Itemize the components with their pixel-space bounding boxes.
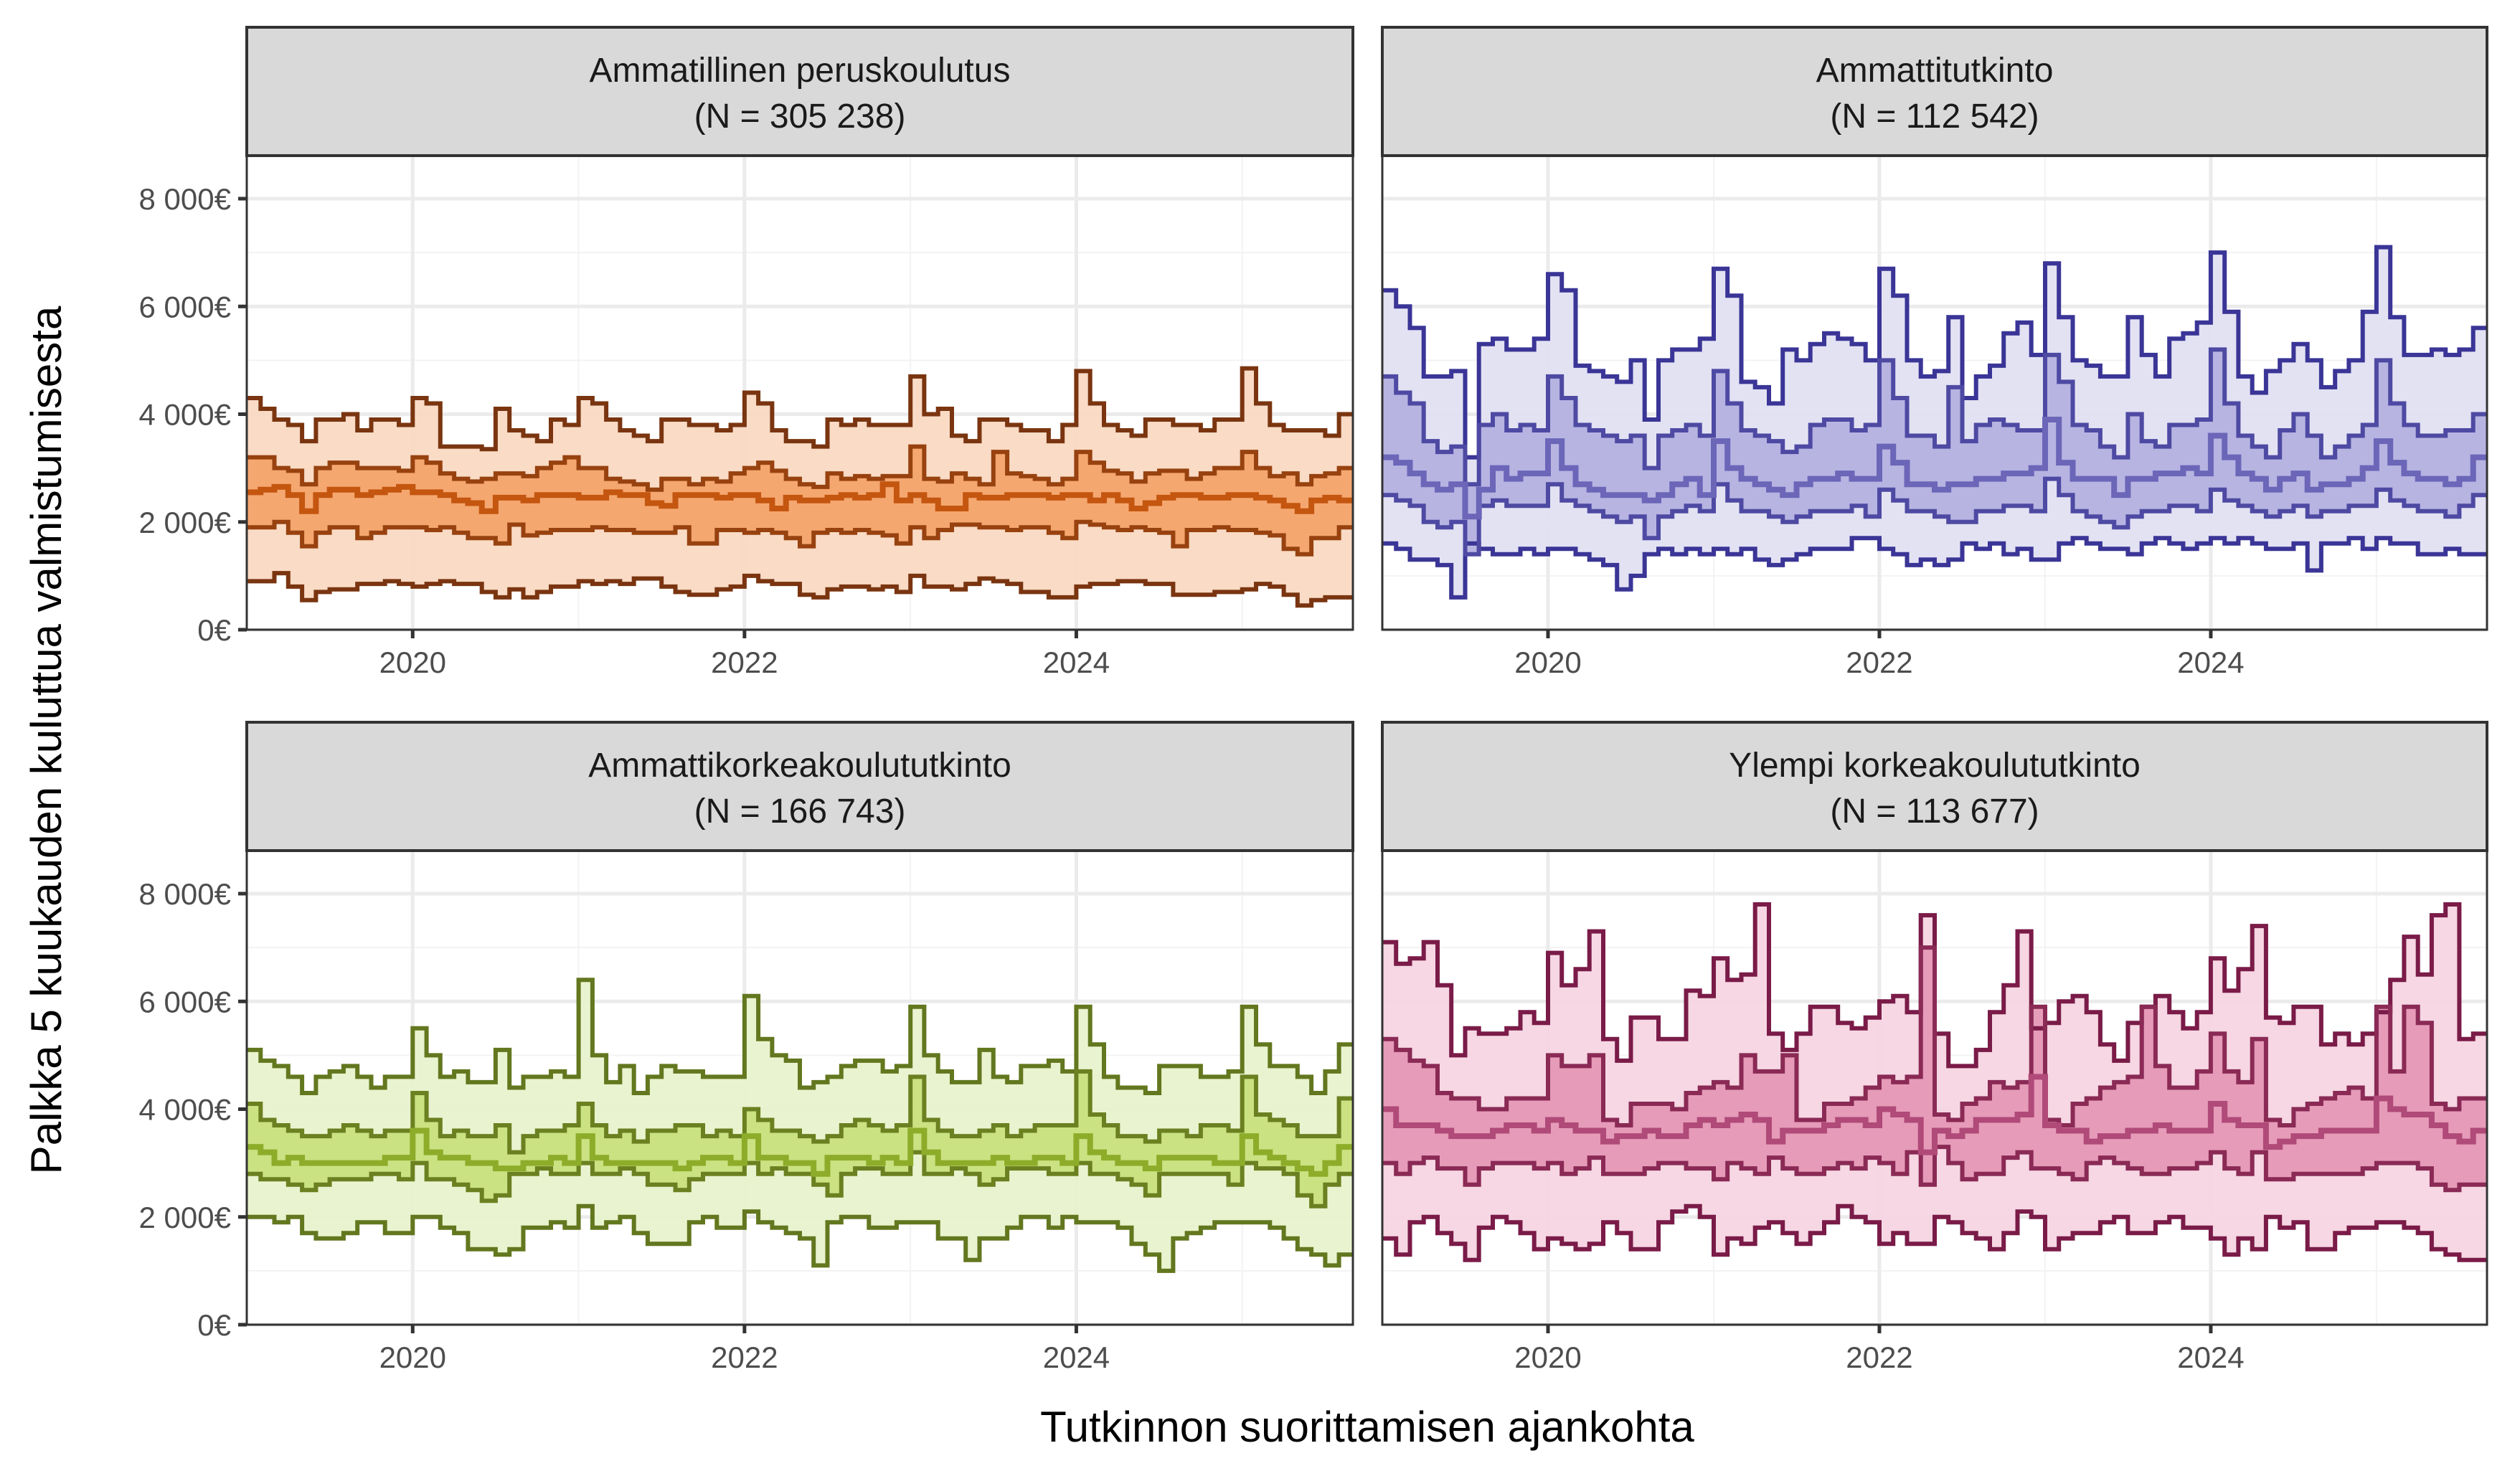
facet-title: Ylempi korkeakoulututkinto — [1729, 747, 2141, 785]
y-tick-label: 4 000€ — [139, 398, 231, 432]
line-p10 — [247, 571, 1353, 608]
facet-title: Ammattitutkinto — [1816, 52, 2054, 90]
y-tick-label: 4 000€ — [139, 1093, 231, 1127]
line-p25 — [1382, 476, 2487, 557]
facet-panel: Ammatillinen peruskoulutus (N = 305 238) 0… — [139, 26, 1354, 679]
facet-strip — [1381, 26, 2488, 157]
y-tick-label: 6 000€ — [139, 290, 231, 323]
x-tick-label: 2022 — [711, 1340, 778, 1374]
line-p50-median — [1382, 417, 2487, 520]
x-tick-label: 2024 — [2177, 645, 2244, 679]
y-tick-label: 8 000€ — [139, 877, 231, 911]
x-tick-label: 2022 — [1846, 1340, 1912, 1374]
x-tick-label: 2024 — [1043, 1340, 1110, 1374]
facet-panel: Ammattikorkeakoulututkinto (N = 166 743) 0… — [139, 721, 1354, 1374]
line-p90 — [247, 366, 1353, 452]
line-p90 — [1382, 902, 2487, 1069]
line-p10 — [1382, 1203, 2487, 1262]
line-p90 — [247, 978, 1353, 1095]
line-p10 — [1382, 536, 2487, 600]
x-tick-label: 2022 — [711, 645, 778, 679]
y-tick-label: 0€ — [197, 613, 231, 647]
line-p50-median — [247, 1127, 1353, 1177]
facet-strip — [245, 721, 1354, 852]
facet-n-label: (N = 113 677) — [1830, 793, 2039, 831]
line-p10 — [247, 1203, 1353, 1273]
y-tick-label: 6 000€ — [139, 985, 231, 1018]
facet-n-label: (N = 166 743) — [694, 793, 906, 831]
x-tick-label: 2022 — [1846, 645, 1912, 679]
line-p50-median — [1382, 1074, 2487, 1155]
y-tick-label: 2 000€ — [139, 506, 231, 539]
facet-n-label: (N = 305 238) — [694, 98, 906, 136]
line-p25 — [247, 519, 1353, 557]
line-p25 — [247, 1150, 1353, 1209]
line-p75 — [247, 444, 1353, 492]
line-p90 — [1382, 245, 2487, 460]
line-p50-median — [247, 481, 1353, 514]
line-p75 — [247, 1069, 1353, 1155]
line-p75 — [1382, 347, 2487, 487]
panels: Ammatillinen peruskoulutus (N = 305 238) 0… — [139, 26, 2488, 1374]
y-axis-title: Palkka 5 kuukauden kuluttua valmistumise… — [22, 306, 70, 1174]
line-p25 — [1382, 1145, 2487, 1193]
facet-title: Ammattikorkeakoulututkinto — [588, 747, 1011, 785]
x-tick-label: 2020 — [379, 1340, 446, 1374]
x-tick-label: 2020 — [379, 645, 446, 679]
facet-panel: Ammattitutkinto (N = 112 542) 2020 2022 2024 — [1381, 26, 2488, 679]
facet-n-label: (N = 112 542) — [1830, 98, 2039, 136]
y-tick-label: 2 000€ — [139, 1201, 231, 1234]
x-axis-title: Tutkinnon suorittamisen ajankohta — [1040, 1403, 1694, 1451]
facet-title: Ammatillinen peruskoulutus — [590, 52, 1011, 90]
facet-strip — [1381, 721, 2488, 852]
x-tick-label: 2024 — [2177, 1340, 2244, 1374]
line-p75 — [1382, 945, 2487, 1127]
facet-strip — [245, 26, 1354, 157]
x-tick-label: 2020 — [1514, 1340, 1581, 1374]
x-tick-label: 2024 — [1043, 645, 1110, 679]
facet-panel: Ylempi korkeakoulututkinto (N = 113 677) 2… — [1381, 721, 2488, 1374]
y-tick-label: 8 000€ — [139, 182, 231, 216]
x-tick-label: 2020 — [1514, 645, 1581, 679]
y-tick-label: 0€ — [197, 1308, 231, 1342]
